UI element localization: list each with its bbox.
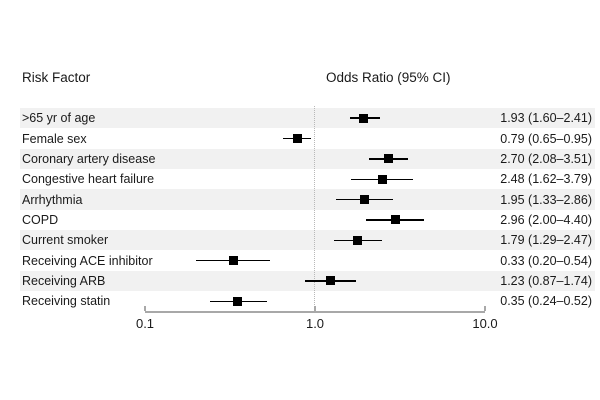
risk-factor-label: >65 yr of age bbox=[22, 111, 96, 126]
odds-ratio-value: 2.70 (2.08–3.51) bbox=[500, 151, 592, 166]
risk-factor-label: Receiving ARB bbox=[22, 273, 106, 288]
odds-ratio-value: 1.79 (1.29–2.47) bbox=[500, 233, 592, 248]
reference-line-or-1 bbox=[314, 106, 316, 309]
odds-ratio-value: 1.93 (1.60–2.41) bbox=[500, 111, 592, 126]
risk-factor-label: Current smoker bbox=[22, 233, 109, 248]
forest-row: Current smoker 1.79 (1.29–2.47) bbox=[20, 230, 595, 251]
forest-row: >65 yr of age 1.93 (1.60–2.41) bbox=[20, 108, 595, 129]
point-estimate-marker bbox=[359, 195, 369, 205]
odds-ratio-value: 2.48 (1.62–3.79) bbox=[500, 172, 592, 187]
x-axis-tick bbox=[144, 306, 146, 311]
odds-ratio-column-header: Odds Ratio (95% CI) bbox=[326, 70, 451, 85]
risk-factor-label: Receiving ACE inhibitor bbox=[22, 253, 153, 268]
point-estimate-marker bbox=[383, 154, 393, 164]
point-estimate-marker bbox=[325, 276, 335, 286]
x-axis-line bbox=[145, 311, 485, 313]
forest-row: Congestive heart failure 2.48 (1.62–3.79) bbox=[20, 169, 595, 189]
risk-factor-label: Receiving statin bbox=[22, 294, 111, 309]
point-estimate-marker bbox=[232, 296, 242, 306]
point-estimate-marker bbox=[353, 235, 363, 245]
risk-factor-label: Female sex bbox=[22, 131, 87, 146]
odds-ratio-value: 1.95 (1.33–2.86) bbox=[500, 192, 592, 207]
x-axis-tick-label: 1.0 bbox=[305, 316, 325, 331]
x-axis-tick-label: 0.1 bbox=[135, 316, 155, 331]
point-estimate-marker bbox=[359, 113, 369, 123]
risk-factor-label: Arrhythmia bbox=[22, 192, 83, 207]
point-estimate-marker bbox=[228, 256, 238, 266]
risk-factor-label: Coronary artery disease bbox=[22, 151, 156, 166]
point-estimate-marker bbox=[390, 215, 400, 225]
point-estimate-marker bbox=[377, 174, 387, 184]
x-axis-tick bbox=[484, 306, 486, 311]
point-estimate-marker bbox=[293, 134, 303, 144]
risk-factor-label: Congestive heart failure bbox=[22, 172, 155, 187]
odds-ratio-value: 2.96 (2.00–4.40) bbox=[500, 212, 592, 227]
forest-row: Female sex 0.79 (0.65–0.95) bbox=[20, 128, 595, 148]
odds-ratio-value: 1.23 (0.87–1.74) bbox=[500, 273, 592, 288]
odds-ratio-value: 0.35 (0.24–0.52) bbox=[500, 294, 592, 309]
forest-row: COPD 2.96 (2.00–4.40) bbox=[20, 210, 595, 230]
odds-ratio-value: 0.33 (0.20–0.54) bbox=[500, 253, 592, 268]
risk-factor-column-header: Risk Factor bbox=[22, 70, 91, 85]
x-axis-tick bbox=[314, 306, 316, 311]
x-axis-tick-label: 10.0 bbox=[472, 316, 498, 331]
forest-row: Receiving statin 0.35 (0.24–0.52) bbox=[20, 291, 595, 311]
forest-row: Receiving ACE inhibitor 0.33 (0.20–0.54) bbox=[20, 250, 595, 270]
odds-ratio-value: 0.79 (0.65–0.95) bbox=[500, 131, 592, 146]
risk-factor-label: COPD bbox=[22, 212, 59, 227]
forest-row: Arrhythmia 1.95 (1.33–2.86) bbox=[20, 189, 595, 210]
forest-row: Coronary artery disease 2.70 (2.08–3.51) bbox=[20, 148, 595, 170]
